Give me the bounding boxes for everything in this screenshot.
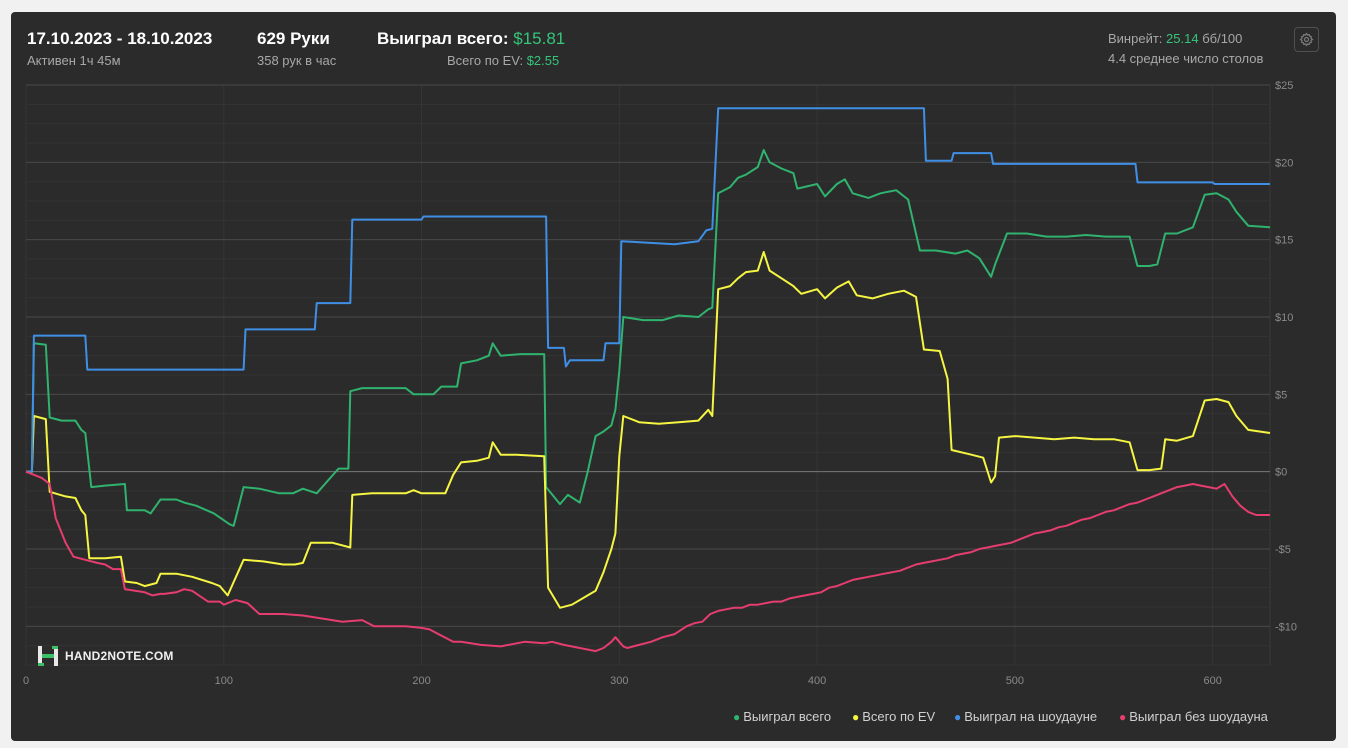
legend-non-showdown[interactable]: ● Выиграл без шоудауна [1119,709,1268,724]
legend-dot-green-icon: ● [733,710,741,724]
series-line-0 [26,149,1271,527]
legend-dot-pink-icon: ● [1119,710,1127,724]
hands-per-hour: 358 рук в час [257,53,337,68]
brand-logo: HAND2NOTE.COM [37,644,174,668]
legend-ev-total[interactable]: ● Всего по EV [852,709,935,724]
legend-label: Выиграл всего [743,709,832,724]
settings-button[interactable] [1294,27,1319,52]
x-tick-label: 100 [215,675,233,687]
winrate: Винрейт: 25.14 бб/100 [1108,31,1242,46]
legend-label: Всего по EV [862,709,936,724]
y-tick-label: $0 [1275,467,1287,479]
x-tick-label: 300 [610,675,628,687]
x-tick-label: 600 [1203,675,1221,687]
gear-icon [1299,32,1314,47]
x-tick-label: 200 [412,675,430,687]
legend-dot-yellow-icon: ● [852,710,860,724]
x-tick-label: 500 [1006,675,1024,687]
x-tick-label: 0 [23,675,29,687]
date-range: 17.10.2023 - 18.10.2023 [27,29,213,48]
y-tick-label: $25 [1275,80,1293,92]
hand2note-logo-icon [38,646,58,666]
y-tick-label: $5 [1275,389,1287,401]
hands-count: 629 Руки [257,29,330,48]
won-total-label: Выиграл всего: [377,29,509,48]
series-line-3 [25,470,1270,653]
legend-won-total[interactable]: ● Выиграл всего [733,709,831,724]
winrate-label: Винрейт: [1108,31,1163,46]
active-time: Активен 1ч 45м [27,53,121,68]
legend-showdown[interactable]: ● Выиграл на шоудауне [954,709,1097,724]
chart-panel: 17.10.2023 - 18.10.2023 Активен 1ч 45м 6… [11,12,1336,741]
series-line-1 [26,251,1271,609]
ev-value: $2.55 [526,53,560,68]
winrate-unit: бб/100 [1202,31,1243,46]
x-tick-label: 400 [808,675,826,687]
brand-text: HAND2NOTE.COM [65,649,174,663]
legend-dot-blue-icon: ● [954,710,962,724]
winrate-value: 25.14 [1166,31,1199,46]
avg-tables: 4.4 среднее число столов [1108,51,1264,66]
legend-label: Выиграл на шоудауне [964,709,1098,724]
won-total-value: $15.81 [513,29,566,48]
series-line-2 [26,107,1270,473]
ev-label: Всего по EV: [447,53,524,68]
line-chart: $25 $20 $15 $10 $5 $0 -$5 -$10 0 100 200 300 400 500 6… [23,80,1297,687]
y-tick-label: $10 [1275,312,1293,324]
y-tick-label: -$10 [1275,621,1297,633]
y-tick-label: -$5 [1275,544,1291,556]
legend-label: Выиграл без шоудауна [1129,709,1268,724]
won-total: Выиграл всего: $15.81 [377,29,565,49]
y-tick-label: $20 [1275,157,1293,169]
ev-total: Всего по EV: $2.55 [447,53,559,68]
y-tick-label: $15 [1275,235,1293,247]
